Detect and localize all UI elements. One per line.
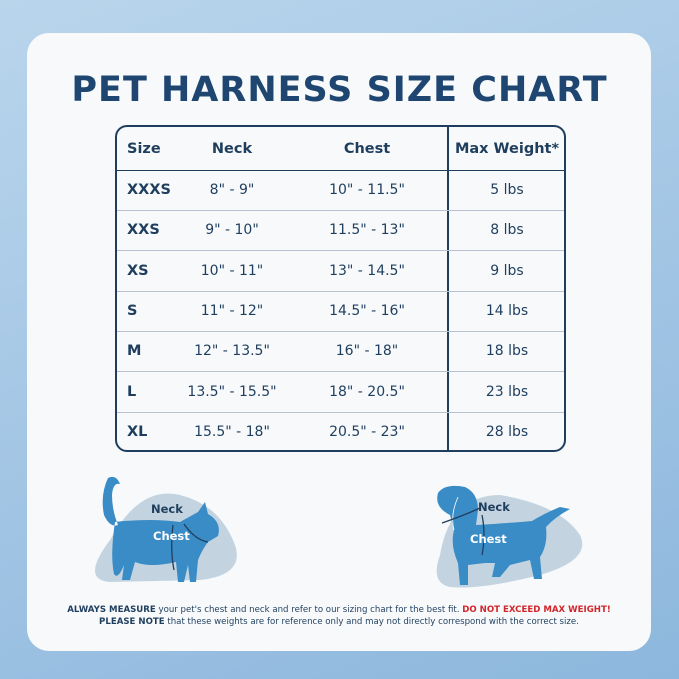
always-measure-label: ALWAYS MEASURE bbox=[67, 605, 156, 615]
cat-neck-label: Neck bbox=[151, 502, 183, 516]
measure-text: your pet's chest and neck and refer to o… bbox=[155, 605, 463, 615]
cat-illustration: Neck Chest bbox=[95, 476, 237, 582]
header-weight: Max Weight* bbox=[454, 140, 560, 157]
header-neck: Neck bbox=[211, 140, 253, 157]
cell-weight: 5 lbs bbox=[490, 182, 524, 198]
cell-weight: 18 lbs bbox=[485, 343, 529, 360]
cell-neck: 12" - 13.5" bbox=[194, 343, 270, 360]
cell-chest: 20.5" - 23" bbox=[329, 423, 405, 440]
dog-chest-label: Chest bbox=[470, 532, 507, 546]
cat-neck-line bbox=[183, 523, 209, 543]
cell-chest: 10" - 11.5" bbox=[329, 182, 405, 198]
cell-weight: 14 lbs bbox=[485, 302, 529, 319]
footer-line-1: ALWAYS MEASURE your pet's chest and neck… bbox=[27, 604, 651, 616]
cell-weight: 28 lbs bbox=[485, 423, 529, 440]
cell-neck: 10" - 11" bbox=[200, 262, 264, 279]
cat-chest-label: Chest bbox=[153, 529, 190, 543]
cell-weight: 23 lbs bbox=[485, 383, 529, 400]
table-row: XXS 9" - 10" 11.5" - 13" 8 lbs bbox=[117, 210, 564, 252]
table-row: S 11" - 12" 14.5" - 16" 14 lbs bbox=[117, 291, 564, 332]
cell-size: XXXS bbox=[127, 182, 171, 198]
cat-silhouette bbox=[102, 476, 219, 582]
cat-chest-line bbox=[171, 524, 175, 571]
cell-size: XL bbox=[127, 423, 148, 440]
cell-chest: 13" - 14.5" bbox=[329, 262, 405, 279]
column-divider bbox=[447, 127, 449, 450]
cell-neck: 9" - 10" bbox=[205, 222, 259, 239]
cell-size: S bbox=[127, 302, 138, 319]
table-row: M 12" - 13.5" 16" - 18" 18 lbs bbox=[117, 331, 564, 373]
cell-size: M bbox=[127, 343, 142, 360]
header-chest: Chest bbox=[343, 140, 391, 157]
dog-illustration: Neck Chest bbox=[436, 485, 583, 588]
cell-weight: 9 lbs bbox=[490, 262, 524, 279]
header-size: Size bbox=[127, 140, 161, 157]
dog-silhouette bbox=[437, 485, 570, 585]
cell-weight: 8 lbs bbox=[490, 222, 524, 239]
table-row: XS 10" - 11" 13" - 14.5" 9 lbs bbox=[117, 251, 564, 292]
cell-chest: 11.5" - 13" bbox=[329, 222, 405, 239]
table-row: XL 15.5" - 18" 20.5" - 23" 28 lbs bbox=[117, 412, 564, 450]
size-table: Size Neck Chest Max Weight* XXXS 8" - 9" 1… bbox=[115, 125, 566, 452]
cell-neck: 8" - 9" bbox=[209, 182, 255, 198]
footer-line-2: PLEASE NOTE that these weights are for r… bbox=[27, 616, 651, 628]
cell-size: L bbox=[127, 383, 137, 400]
max-weight-warning: DO NOT EXCEED MAX WEIGHT! bbox=[462, 605, 611, 615]
dog-ear bbox=[452, 496, 459, 531]
dog-chest-line bbox=[481, 514, 485, 556]
cell-neck: 11" - 12" bbox=[200, 302, 264, 319]
dog-neck-line bbox=[441, 507, 481, 524]
cell-size: XXS bbox=[127, 222, 160, 239]
please-note-label: PLEASE NOTE bbox=[99, 617, 165, 627]
note-text: that these weights are for reference onl… bbox=[164, 617, 579, 627]
table-header: Size Neck Chest Max Weight* bbox=[117, 127, 564, 171]
cell-chest: 16" - 18" bbox=[335, 343, 399, 360]
cell-size: XS bbox=[127, 262, 149, 279]
table-row: XXXS 8" - 9" 10" - 11.5" 5 lbs bbox=[117, 170, 564, 211]
dog-neck-label: Neck bbox=[478, 500, 510, 514]
cell-neck: 15.5" - 18" bbox=[194, 423, 270, 440]
table-row: L 13.5" - 15.5" 18" - 20.5" 23 lbs bbox=[117, 372, 564, 413]
cell-chest: 14.5" - 16" bbox=[329, 302, 405, 319]
cell-chest: 18" - 20.5" bbox=[329, 383, 405, 400]
page-title: PET HARNESS SIZE CHART bbox=[71, 70, 608, 110]
footer-note: ALWAYS MEASURE your pet's chest and neck… bbox=[27, 604, 651, 628]
cell-neck: 13.5" - 15.5" bbox=[187, 383, 277, 400]
